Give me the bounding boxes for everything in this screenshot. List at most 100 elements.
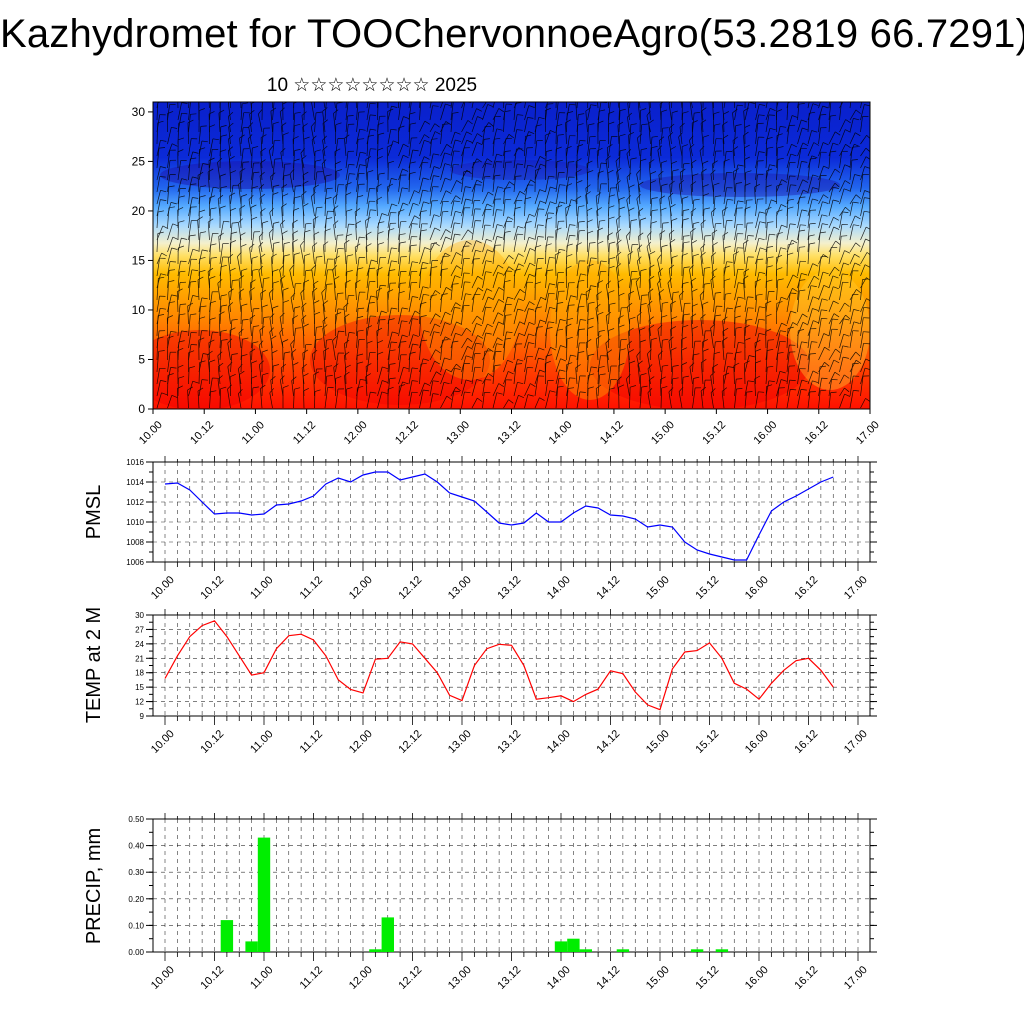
wind-barb-flag bbox=[229, 267, 236, 272]
wind-barb bbox=[440, 177, 446, 193]
wind-barb bbox=[555, 369, 560, 385]
wind-barb-flag bbox=[864, 190, 870, 193]
field-blotch bbox=[450, 160, 590, 180]
wind-barb-flag bbox=[167, 335, 174, 339]
wind-barb-flag bbox=[606, 280, 611, 286]
wind-barb-flag bbox=[776, 183, 783, 187]
wind-barb bbox=[311, 102, 315, 121]
wind-barb bbox=[660, 366, 663, 385]
wind-barb-flag bbox=[700, 314, 706, 319]
wind-barb bbox=[755, 123, 759, 145]
wind-barb bbox=[419, 364, 422, 385]
wind-barb bbox=[849, 132, 856, 145]
wind-barb-flag bbox=[338, 330, 345, 332]
wind-barb bbox=[744, 355, 750, 373]
wind-barb-flag bbox=[231, 318, 238, 321]
pmsl-x-tick-label: 16.12 bbox=[792, 574, 820, 602]
wind-barb bbox=[524, 367, 528, 385]
wind-barb-flag bbox=[444, 152, 451, 156]
wind-barb bbox=[261, 317, 265, 337]
wind-barb bbox=[668, 103, 672, 121]
wind-barb bbox=[440, 152, 445, 169]
wind-barb bbox=[524, 136, 526, 157]
wind-barb-flag bbox=[433, 92, 439, 93]
wind-barb-flag bbox=[640, 108, 647, 111]
wind-barb bbox=[240, 305, 242, 325]
wind-barb-flag bbox=[608, 216, 615, 220]
wind-barb bbox=[258, 270, 263, 289]
wind-barb bbox=[681, 283, 684, 301]
wind-barb bbox=[197, 219, 200, 241]
wind-barb-flag bbox=[575, 169, 582, 173]
wind-barb bbox=[450, 321, 457, 337]
wind-barb bbox=[356, 269, 358, 289]
wind-barb-flag bbox=[649, 251, 656, 255]
wind-barb-flag bbox=[498, 383, 504, 387]
wind-barb bbox=[629, 271, 632, 289]
wind-barb bbox=[177, 178, 182, 193]
wind-barb bbox=[450, 265, 457, 277]
wind-barb-flag bbox=[473, 161, 480, 163]
wind-barb-flag bbox=[733, 251, 739, 255]
wind-barb-flag bbox=[365, 373, 371, 377]
wind-barb-flag bbox=[282, 88, 287, 91]
wind-barb bbox=[227, 306, 231, 325]
wind-barb bbox=[503, 102, 505, 109]
wind-barb-flag bbox=[699, 145, 705, 151]
wind-barb-flag bbox=[333, 276, 340, 280]
wind-barb bbox=[419, 162, 423, 181]
wind-barb-flag bbox=[528, 333, 535, 337]
wind-barb-flag bbox=[168, 280, 175, 283]
wind-barb bbox=[227, 389, 231, 409]
wind-barb bbox=[692, 200, 695, 217]
wind-barb-flag bbox=[710, 275, 716, 281]
wind-barb-flag bbox=[228, 134, 234, 140]
wind-barb bbox=[356, 363, 358, 385]
wind-barb-flag bbox=[649, 159, 655, 164]
wind-barb bbox=[440, 369, 447, 385]
wind-barb-flag bbox=[252, 268, 259, 271]
wind-barb-flag bbox=[198, 337, 205, 341]
wind-barb bbox=[765, 257, 768, 277]
wind-barb-flag bbox=[272, 192, 279, 195]
wind-barb bbox=[723, 199, 728, 217]
wind-barb bbox=[797, 313, 803, 325]
wind-barb-flag bbox=[812, 263, 819, 267]
wind-barb-flag bbox=[844, 393, 851, 397]
wind-barb-flag bbox=[566, 183, 573, 187]
wind-barb-flag bbox=[844, 250, 851, 254]
wind-barb bbox=[471, 250, 476, 265]
wind-barb bbox=[492, 272, 499, 289]
wind-barb bbox=[240, 162, 244, 181]
wind-barb-flag bbox=[710, 169, 716, 175]
wind-barb-flag bbox=[801, 379, 808, 383]
wind-barb-flag bbox=[735, 124, 742, 126]
wind-barb bbox=[776, 179, 782, 193]
wind-barb-flag bbox=[791, 90, 797, 91]
wind-barb-flag bbox=[282, 132, 289, 136]
wind-barb-flag bbox=[313, 300, 320, 304]
precip-y-tick-label: 0.00 bbox=[128, 948, 144, 957]
precip-x-tick-label: 15.00 bbox=[644, 964, 672, 992]
wind-barb-flag bbox=[346, 387, 353, 390]
wind-barb-flag bbox=[627, 251, 634, 256]
wind-barb bbox=[860, 279, 863, 301]
wind-barb bbox=[293, 283, 296, 301]
wind-barb bbox=[828, 187, 834, 205]
wind-barb bbox=[828, 348, 836, 361]
wind-barb bbox=[419, 389, 424, 409]
wind-barb-flag bbox=[737, 223, 744, 226]
wind-barb bbox=[345, 173, 350, 193]
wind-barb-flag bbox=[756, 85, 762, 87]
wind-barb bbox=[314, 327, 317, 349]
wind-barb-flag bbox=[376, 183, 382, 188]
wind-barb bbox=[312, 353, 315, 373]
wind-barb bbox=[597, 331, 600, 349]
wind-barb-flag bbox=[376, 84, 381, 87]
wind-barb bbox=[387, 186, 389, 205]
wind-barb bbox=[587, 148, 591, 169]
wind-barb-flag bbox=[220, 173, 226, 177]
wind-barb bbox=[503, 162, 507, 181]
wind-barb-flag bbox=[864, 166, 870, 169]
wind-barb-flag bbox=[595, 384, 602, 389]
